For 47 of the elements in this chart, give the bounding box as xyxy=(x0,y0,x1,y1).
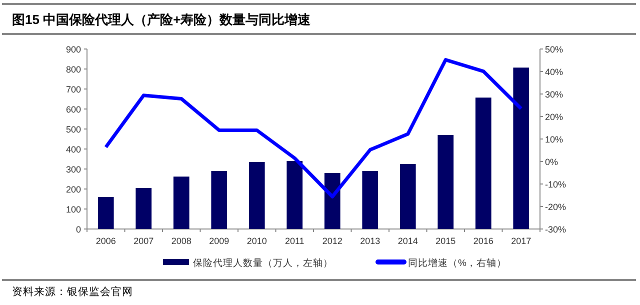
y2-tick-label: 40% xyxy=(545,67,564,77)
legend-label: 同比增速（%，右轴） xyxy=(408,257,506,269)
y-tick-label: 600 xyxy=(66,104,81,114)
bar xyxy=(248,162,265,229)
y2-tick-label: 0% xyxy=(545,157,558,167)
y2-tick-label: -30% xyxy=(545,224,566,234)
y-tick-label: 500 xyxy=(66,124,81,134)
x-tick-label: 2015 xyxy=(436,236,456,246)
bar xyxy=(173,176,190,229)
x-tick-label: 2016 xyxy=(473,236,494,246)
y-tick-label: 900 xyxy=(66,44,81,54)
x-tick-label: 2012 xyxy=(322,236,342,246)
bar xyxy=(400,164,416,229)
y2-tick-label: 30% xyxy=(545,90,564,100)
bar xyxy=(286,161,303,229)
text: 资料来源：银保监会官网 xyxy=(12,285,133,298)
y-tick-label: 700 xyxy=(66,84,81,94)
bar xyxy=(362,171,378,229)
y2-tick-label: 20% xyxy=(545,112,564,122)
chart-title: 图15 中国保险代理人（产险+寿险）数量与同比增速 xyxy=(12,12,312,27)
bar xyxy=(136,188,152,229)
bar xyxy=(98,197,114,229)
x-tick-label: 2009 xyxy=(209,236,230,246)
x-tick-label: 2006 xyxy=(96,236,116,246)
y2-tick-label: -20% xyxy=(545,202,566,212)
y-tick-label: 0 xyxy=(76,224,81,234)
x-tick-label: 2008 xyxy=(171,236,192,246)
x-tick-label: 2007 xyxy=(134,236,154,246)
y-tick-label: 100 xyxy=(66,204,81,214)
x-tick-label: 2010 xyxy=(246,236,267,246)
x-tick-label: 2017 xyxy=(511,236,532,246)
y-tick-label: 300 xyxy=(66,164,81,174)
bar xyxy=(324,173,340,229)
y2-tick-label: 10% xyxy=(545,134,564,144)
x-tick-label: 2014 xyxy=(398,236,418,246)
x-tick-label: 2013 xyxy=(360,236,380,246)
bar xyxy=(475,98,492,229)
bar xyxy=(438,135,454,229)
y2-tick-label: 50% xyxy=(545,44,564,54)
y2-tick-label: -10% xyxy=(545,180,566,190)
y-tick-label: 800 xyxy=(66,64,81,74)
bar xyxy=(211,171,228,229)
bar xyxy=(513,68,530,229)
legend-label: 保险代理人数量（万人，左轴） xyxy=(193,257,333,269)
y-tick-label: 400 xyxy=(66,144,81,154)
y-tick-label: 200 xyxy=(66,184,81,194)
x-tick-label: 2011 xyxy=(284,236,304,246)
